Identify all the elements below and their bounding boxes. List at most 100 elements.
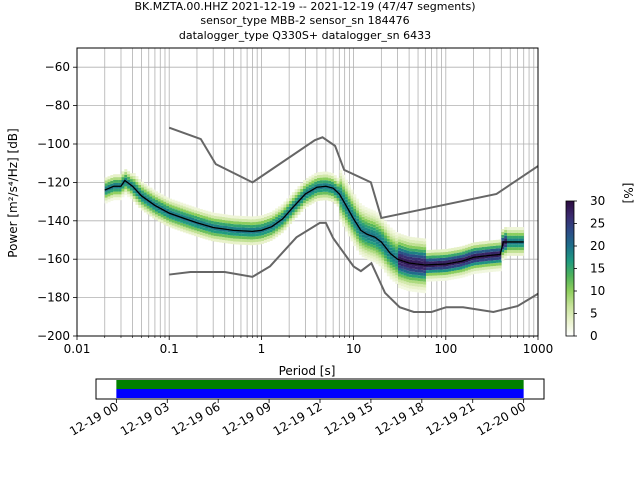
- heatmap-cell: [439, 269, 443, 273]
- heatmap-cell: [272, 213, 276, 217]
- heatmap-cell: [353, 234, 357, 238]
- heatmap-cell: [442, 272, 446, 276]
- colorbar-tick-label: 5: [590, 307, 598, 321]
- heatmap-cell: [515, 241, 519, 245]
- heatmap-cell: [143, 192, 147, 196]
- heatmap-cell: [506, 235, 510, 239]
- heatmap-cell: [227, 237, 231, 241]
- heatmap-cell: [311, 191, 315, 195]
- heatmap-cell: [417, 243, 421, 247]
- heatmap-cell: [269, 232, 273, 236]
- heatmap-cell: [403, 255, 407, 259]
- heatmap-cell: [417, 240, 421, 244]
- heatmap-cell: [467, 258, 471, 262]
- heatmap-cell: [353, 214, 357, 218]
- heatmap-cell: [364, 250, 368, 254]
- heatmap-cell: [202, 232, 206, 236]
- heatmap-cell: [202, 235, 206, 239]
- heatmap-cell: [370, 209, 374, 213]
- heatmap-cell: [367, 208, 371, 212]
- heatmap-cell: [417, 257, 421, 261]
- heatmap-cell: [456, 267, 460, 270]
- heatmap-cell: [515, 252, 519, 256]
- colorbar-tick-label: 25: [590, 217, 605, 231]
- heatmap-cell: [403, 278, 407, 282]
- colorbar-tick-label: 10: [590, 284, 605, 298]
- heatmap-cell: [336, 186, 340, 190]
- heatmap-cell: [303, 185, 307, 189]
- heatmap-cell: [330, 173, 334, 176]
- heatmap-cell: [222, 231, 226, 235]
- heatmap-cell: [467, 261, 471, 264]
- heatmap-cell: [311, 186, 315, 190]
- heatmap-cell: [367, 251, 371, 255]
- heatmap-cell: [451, 265, 455, 269]
- heatmap-cell: [216, 239, 220, 243]
- heatmap-cell: [490, 246, 494, 249]
- heatmap-cell: [381, 222, 385, 226]
- heatmap-cell: [353, 228, 357, 232]
- heatmap-cell: [414, 257, 418, 261]
- heatmap-cell: [386, 264, 390, 268]
- heatmap-cell: [152, 189, 156, 193]
- heatmap-cell: [378, 231, 382, 235]
- heatmap-cell: [258, 218, 262, 222]
- heatmap-cell: [129, 176, 133, 180]
- heatmap-cell: [258, 215, 262, 219]
- heatmap-cell: [400, 254, 404, 258]
- heatmap-cell: [308, 184, 312, 188]
- heatmap-cell: [492, 260, 496, 264]
- heatmap-cell: [428, 252, 432, 256]
- heatmap-cell: [512, 238, 516, 242]
- heatmap-cell: [428, 255, 432, 259]
- heatmap-cell: [367, 243, 371, 246]
- heatmap-cell: [420, 289, 424, 293]
- heatmap-cell: [364, 207, 368, 210]
- heatmap-cell: [406, 244, 410, 248]
- heatmap-cell: [350, 232, 354, 236]
- heatmap-cell: [400, 280, 404, 284]
- heatmap-cell: [439, 260, 443, 264]
- heatmap-cell: [484, 240, 488, 244]
- heatmap-cell: [289, 195, 293, 199]
- heatmap-cell: [395, 232, 399, 235]
- heatmap-cell: [467, 249, 471, 253]
- heatmap-cell: [314, 190, 318, 194]
- heatmap-cell: [498, 259, 502, 263]
- heatmap-cell: [141, 187, 145, 191]
- heatmap-cell: [241, 215, 245, 219]
- heatmap-cell: [389, 273, 393, 277]
- heatmap-cell: [180, 202, 184, 206]
- heatmap-cell: [344, 199, 348, 203]
- heatmap-cell: [462, 248, 466, 252]
- heatmap-cell: [303, 180, 307, 183]
- heatmap-cell: [448, 251, 452, 255]
- heatmap-cell: [322, 177, 326, 181]
- heatmap-cell: [372, 222, 376, 225]
- heatmap-cell: [515, 229, 519, 233]
- heatmap-cell: [194, 207, 198, 211]
- heatmap-cell: [439, 255, 443, 258]
- heatmap-cell: [255, 227, 259, 231]
- heatmap-cell: [358, 203, 362, 206]
- heatmap-cell: [110, 175, 114, 178]
- heatmap-cell: [118, 194, 122, 198]
- heatmap-cell: [110, 183, 114, 187]
- heatmap-cell: [303, 194, 307, 198]
- heatmap-cell: [325, 191, 329, 195]
- heatmap-cell: [194, 227, 198, 231]
- timeline-bar-psd-coverage: [116, 389, 524, 398]
- heatmap-cell: [417, 272, 421, 276]
- heatmap-cell: [141, 193, 145, 197]
- heatmap-cell: [185, 227, 189, 231]
- heatmap-cell: [286, 209, 290, 213]
- heatmap-cell: [389, 242, 393, 245]
- heatmap-cell: [291, 215, 295, 219]
- heatmap-cell: [222, 222, 226, 226]
- noise-models: [168, 126, 539, 314]
- heatmap-cell: [428, 258, 432, 262]
- heatmap-cell: [428, 275, 432, 279]
- heatmap-cell: [272, 236, 276, 240]
- heatmap-cell: [498, 248, 502, 252]
- heatmap-cell: [398, 242, 402, 245]
